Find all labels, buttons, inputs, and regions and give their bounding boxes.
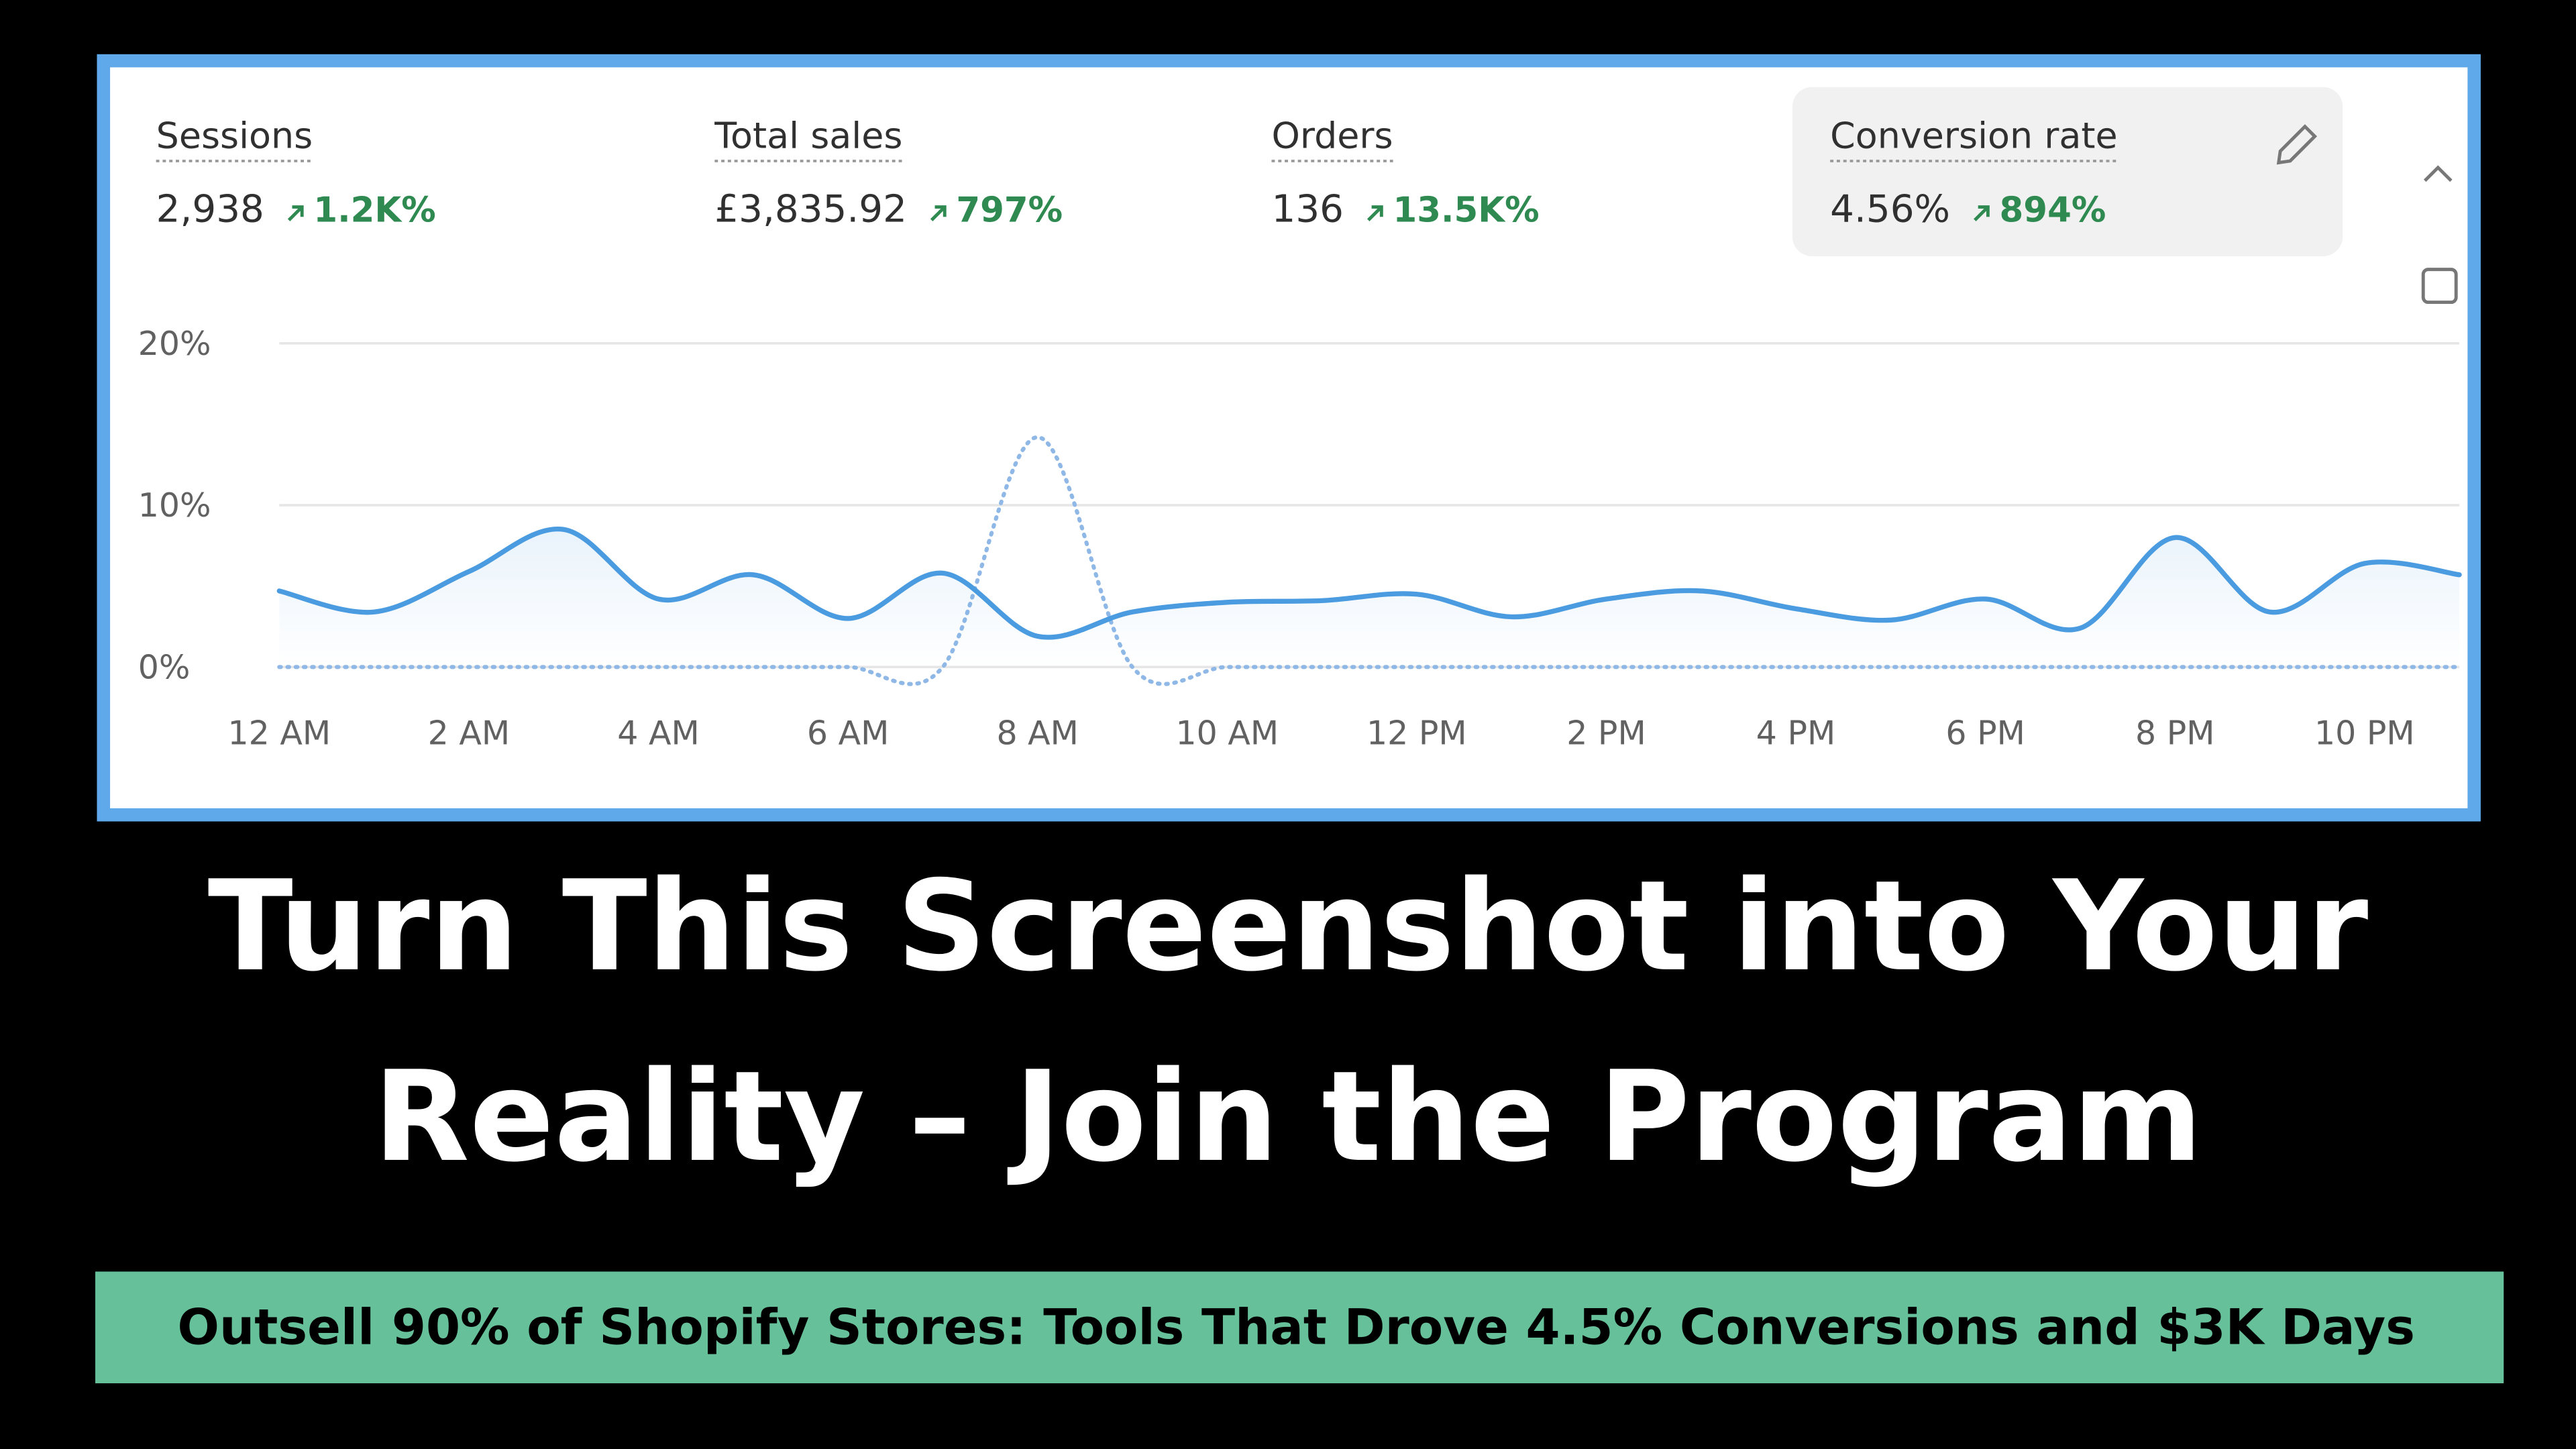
- x-tick-label: 8 AM: [996, 714, 1078, 752]
- trend-arrow: [287, 205, 304, 221]
- metric-value: £3,835.92: [714, 188, 907, 231]
- y-tick-label: 10%: [138, 486, 211, 525]
- metric-title[interactable]: Orders: [1272, 114, 1393, 156]
- metric-value: 4.56%: [1830, 188, 1950, 231]
- chat-icon[interactable]: [2421, 268, 2458, 305]
- x-tick-label: 4 AM: [617, 714, 699, 752]
- metric-change: 797%: [956, 191, 1063, 231]
- metric-change: 1.2K%: [313, 191, 435, 231]
- metric-title[interactable]: Total sales: [714, 114, 902, 156]
- banner-bg: [95, 1271, 2504, 1384]
- banner-text: Outsell 90% of Shopify Stores: Tools Tha…: [178, 1299, 2415, 1356]
- collapse-icon[interactable]: [2423, 165, 2453, 182]
- y-tick-label: 0%: [138, 648, 191, 686]
- selected-metric-bg: [1792, 87, 2343, 257]
- headline: Reality – Join the Program: [374, 1044, 2203, 1189]
- x-tick-label: 10 AM: [1175, 714, 1279, 752]
- x-tick-label: 2 PM: [1566, 714, 1646, 752]
- line-series: [276, 526, 2462, 640]
- metric-change: 894%: [2000, 191, 2106, 231]
- headline: Turn This Screenshot into Your: [208, 853, 2369, 999]
- metric-value: 2,938: [156, 188, 264, 231]
- metric-title[interactable]: Conversion rate: [1830, 114, 2117, 156]
- x-tick-label: 6 AM: [807, 714, 889, 752]
- edit-icon[interactable]: [2276, 124, 2318, 165]
- y-tick-label: 20%: [138, 325, 211, 363]
- x-tick-label: 10 PM: [2314, 714, 2415, 752]
- metric-change: 13.5K%: [1393, 191, 1539, 231]
- x-tick-label: 6 PM: [1945, 714, 2025, 752]
- x-tick-label: 2 AM: [428, 714, 510, 752]
- metric-title[interactable]: Sessions: [156, 114, 313, 156]
- trend-arrow: [1974, 205, 1990, 221]
- trend-arrow: [1366, 205, 1383, 221]
- metric-value: 136: [1272, 188, 1344, 231]
- x-tick-label: 8 PM: [2135, 714, 2215, 752]
- x-tick-label: 12 AM: [228, 714, 331, 752]
- trend-arrow: [930, 205, 947, 221]
- x-tick-label: 4 PM: [1756, 714, 1836, 752]
- x-tick-label: 12 PM: [1366, 714, 1467, 752]
